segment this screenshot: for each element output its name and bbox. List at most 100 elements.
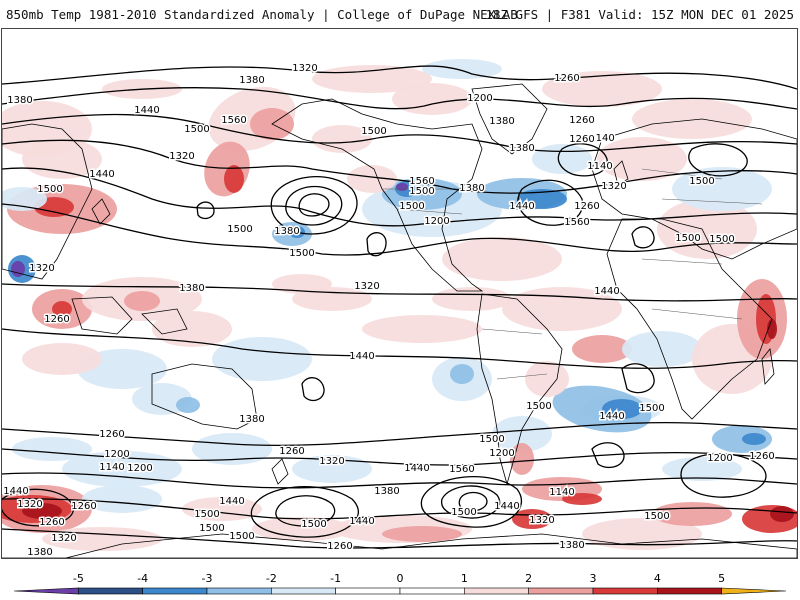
contour-label: 1500 [289,248,314,259]
contour-label: 1380 [239,75,264,86]
coastlines [2,83,797,558]
contour-label: 1380 [7,95,32,106]
contour-label: 1500 [184,124,209,135]
contour-label: 1200 [104,449,129,460]
contour-label: 1500 [301,519,326,530]
contour-label: 1500 [227,224,252,235]
contour-label: 1500 [37,184,62,195]
contour-label: 1500 [399,201,424,212]
contour-label: 1320 [601,181,626,192]
contour-label: 1200 [707,453,732,464]
contour-label: 1440 [349,516,374,527]
colorbar-label: -5 [73,572,84,585]
contour-label: 1440 [509,201,534,212]
contour-label: 1500 [526,401,551,412]
colorbar-label: -3 [202,572,213,585]
contour-label: 1440 [594,286,619,297]
colorbar-block [721,587,787,595]
colorbar-label: 0 [397,572,404,585]
contour-label: 1380 [559,540,584,551]
map-header: 850mb Temp 1981-2010 Standardized Anomal… [0,0,800,28]
colorbar-label: -4 [137,572,148,585]
contour-label: 1380 [27,547,52,558]
contour-label: 1260 [71,501,96,512]
contour-label: 1500 [199,523,224,534]
contour-label: 1380 [489,116,514,127]
colorbar-blocks [13,587,787,595]
contour-label: 1380 [374,486,399,497]
contour-label: 1440 [599,411,624,422]
contour-label: 1200 [424,216,449,227]
colorbar-label: 2 [525,572,532,585]
colorbar-block [399,587,465,595]
contour-label: 1320 [169,151,194,162]
contour-label: 1560 [221,115,246,126]
contour-label: 1380 [239,414,264,425]
contour-label: 1560 [564,217,589,228]
contour-label: 1380 [509,143,534,154]
colorbar-block [13,587,79,595]
contour-label: 1140 [549,487,574,498]
contour-label: 1500 [194,509,219,520]
contour-label: 1260 [327,541,352,552]
contour-label: 1260 [44,314,69,325]
contour-label: 1500 [479,434,504,445]
colorbar-block [335,587,401,595]
contour-label: 1140 [587,161,612,172]
colorbar-label: 5 [718,572,725,585]
contour-label: 1320 [51,533,76,544]
colorbar-block [464,587,529,595]
contour-label: 1500 [675,233,700,244]
contour-label: 1440 [3,486,28,497]
colorbar-block [78,587,143,595]
contour-label: 1440 [134,105,159,116]
contour-label: 1560 [409,176,434,187]
contour-label: 1500 [409,186,434,197]
contour-label: 1320 [29,263,54,274]
model-run-info: 18Z GFS | F381 Valid: 15Z MON DEC 01 202… [485,7,794,22]
height-contours [2,65,797,549]
contour-label: 1440 [89,169,114,180]
contour-label: 1260 [749,451,774,462]
contour-label: 1260 [99,429,124,440]
contour-label: 1260 [574,201,599,212]
colorbar-labels: -5 -4 -3 -2 -1 0 1 2 3 4 5 [73,572,725,585]
colorbar-label: 3 [590,572,597,585]
contour-label: 1260 [554,73,579,84]
colorbar-label: 4 [654,572,661,585]
colorbar-block [271,587,336,595]
contour-label: 1380 [459,183,484,194]
contour-label: 1500 [644,511,669,522]
contour-label: 1440 [494,501,519,512]
contour-label: 1500 [229,531,254,542]
colorbar-block [528,587,594,595]
contour-label: 1440 [404,463,429,474]
colorbar-block [206,587,272,595]
contour-label: 1320 [529,515,554,526]
contour-label: 1140 [589,133,614,144]
contour-label: 1380 [179,283,204,294]
colorbar-label: 1 [461,572,468,585]
contour-label: 1440 [219,496,244,507]
contour-label: 1500 [451,507,476,518]
contour-label: 1320 [319,456,344,467]
contour-label: 1500 [709,234,734,245]
contour-label: 1200 [467,93,492,104]
map-panel[interactable]: 1320 1380 1260 1200 1260 1140 1380 1440 1500 1560… [1,28,798,559]
contour-label: 1260 [569,134,594,145]
contour-label: 1500 [689,176,714,187]
contour-label: 1500 [361,126,386,137]
colorbar-label: -1 [330,572,341,585]
contour-label: 1380 [274,226,299,237]
contour-label: 1260 [39,517,64,528]
contour-label: 1200 [127,463,152,474]
contour-label: 1200 [489,448,514,459]
contour-label: 1320 [17,499,42,510]
contour-label: 1140 [99,462,124,473]
map-title: 850mb Temp 1981-2010 Standardized Anomal… [6,7,518,22]
contour-label: 1500 [639,403,664,414]
contour-label: 1260 [569,115,594,126]
colorbar-label: -2 [266,572,277,585]
colorbar-block [657,587,722,595]
